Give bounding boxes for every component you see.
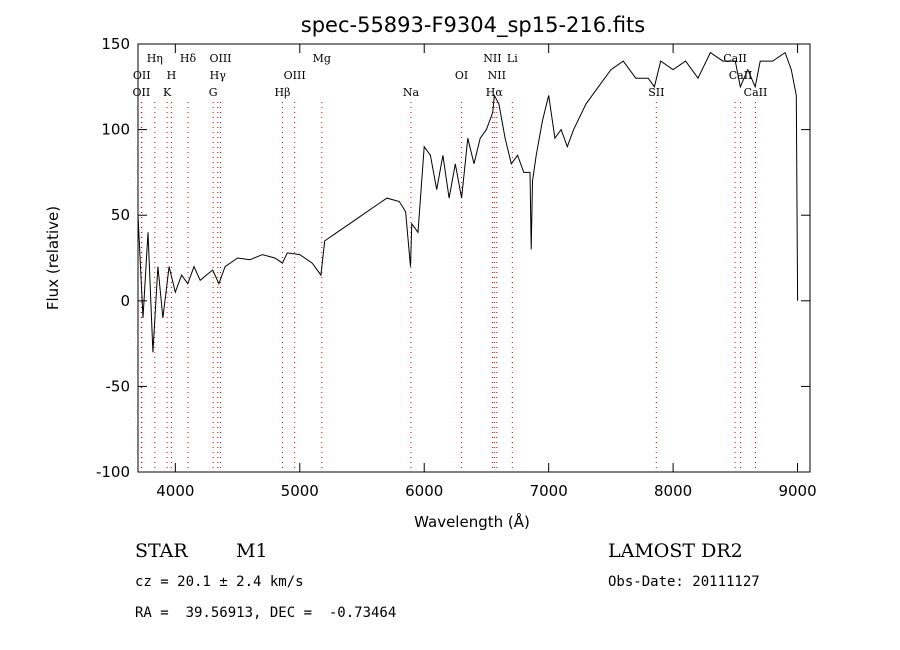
line-marker-label: Hβ [275, 86, 291, 99]
line-marker-label: Hη [147, 52, 163, 65]
y-tick-label: 50 [111, 206, 130, 224]
line-marker-label: Mg [313, 52, 331, 65]
line-marker-label: Li [507, 52, 518, 65]
spectral-line-markers: OIIOIIHηKHHδGHγOIIIHβOIIIMgNaOINIIHαNIIL… [133, 52, 768, 472]
x-tick-label: 4000 [156, 482, 194, 500]
line-marker-label: Hδ [180, 52, 197, 65]
line-marker-label: OII [133, 86, 151, 99]
plot-frame [137, 43, 811, 473]
x-tick-label: 8000 [654, 482, 692, 500]
line-marker-label: G [209, 86, 218, 99]
x-tick-label: 5000 [281, 482, 319, 500]
velocity-value: cz = 20.1 ± 2.4 km/s [135, 574, 304, 590]
axis-ticks: 4000 5000 6000 7000 8000 9000 -100 -50 0 50 100 150 [96, 35, 817, 500]
line-marker-label: CaII [723, 52, 747, 65]
coordinates: RA = 39.56913, DEC = -0.73464 [135, 605, 397, 621]
observation-date: Obs-Date: 20111127 [608, 574, 760, 590]
line-marker-label: K [163, 86, 172, 99]
y-tick-label: -100 [96, 463, 130, 481]
x-tick-label: 6000 [405, 482, 443, 500]
line-marker-label: OII [133, 69, 151, 82]
y-tick-label: -50 [106, 377, 131, 395]
x-tick-label: 7000 [530, 482, 568, 500]
y-axis-label: Flux (relative) [44, 206, 62, 310]
line-marker-label: Hγ [210, 69, 227, 82]
y-tick-label: 100 [101, 121, 130, 139]
spectrum-line [137, 51, 799, 353]
x-axis-label: Wavelength (Å) [414, 512, 530, 531]
line-marker-label: Na [403, 86, 420, 99]
object-class: STAR [135, 540, 188, 562]
line-marker-label: CaII [744, 86, 768, 99]
line-marker-label: Hα [486, 86, 504, 99]
line-marker-label: NII [483, 52, 501, 65]
chart-title: spec-55893-F9304_sp15-216.fits [301, 13, 645, 38]
line-marker-label: OI [455, 69, 468, 82]
line-marker-label: OIII [284, 69, 306, 82]
line-marker-label: SII [648, 86, 664, 99]
x-tick-label: 9000 [778, 482, 816, 500]
survey-name: LAMOST DR2 [608, 540, 743, 562]
line-marker-label: H [167, 69, 177, 82]
object-subclass: M1 [236, 540, 268, 562]
spectrum-chart: spec-55893-F9304_sp15-216.fits OII OII Hη K… [44, 13, 817, 531]
line-marker-label: OIII [209, 52, 231, 65]
y-tick-label: 0 [120, 292, 130, 310]
y-tick-label: 150 [101, 35, 130, 53]
line-marker-label: NII [488, 69, 506, 82]
